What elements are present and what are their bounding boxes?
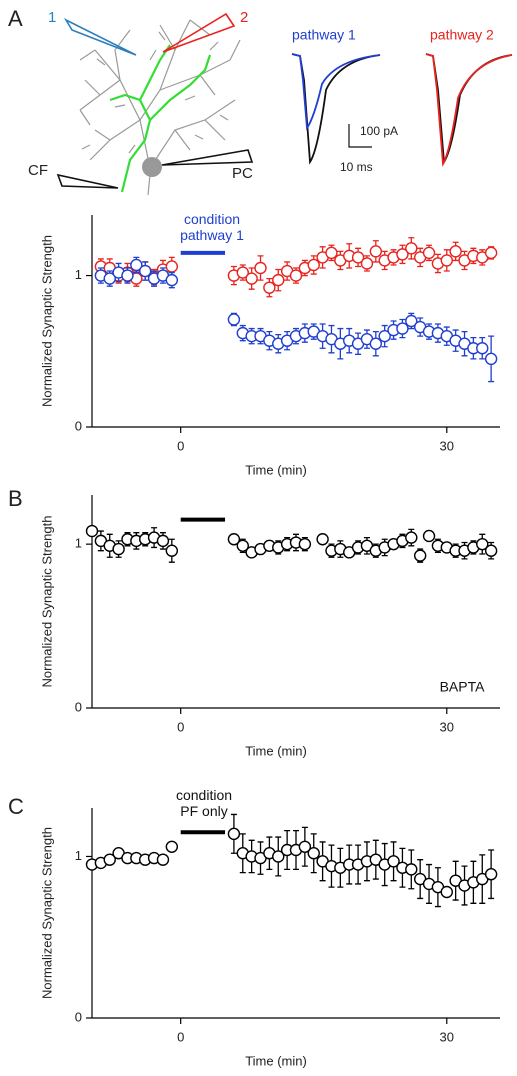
scale-label: 10 ms [340, 160, 373, 174]
annotation-line: PF only [180, 803, 227, 819]
data-point [422, 246, 436, 260]
annotation-line: condition [184, 211, 240, 227]
annotation: condition pathway 1 [180, 211, 244, 243]
y-tick-label: 0 [75, 418, 82, 433]
data-point [440, 254, 453, 267]
data-point [405, 314, 418, 328]
data-point [484, 352, 498, 366]
annotation-line: pathway 1 [180, 227, 244, 243]
data-point [227, 313, 241, 326]
x-tick-label: 30 [440, 438, 454, 453]
trace-label: pathway 2 [430, 27, 494, 43]
data-point [396, 248, 409, 261]
x-tick-label: 30 [440, 719, 454, 734]
data-point [405, 863, 418, 876]
data-point [413, 549, 427, 562]
data-point [369, 337, 383, 350]
cf-label: CF [28, 162, 48, 179]
data-point [139, 264, 152, 278]
y-tick-label: 0 [75, 699, 82, 714]
y-tick-label: 1 [75, 536, 82, 551]
x-axis-label: Time (min) [245, 462, 307, 477]
data-point [272, 850, 285, 863]
data-point [236, 266, 249, 279]
data-point [484, 868, 498, 881]
x-axis-label: Time (min) [245, 743, 307, 758]
pc-label: PC [232, 165, 253, 182]
annotation: condition PF only [176, 787, 232, 819]
epsc-traces [291, 53, 513, 167]
data-point [272, 273, 285, 287]
data-point [369, 245, 383, 258]
data-point [298, 840, 312, 853]
data-point [165, 273, 179, 287]
panel-letter: C [8, 794, 24, 819]
pipette-label: 1 [48, 9, 56, 26]
data-point [298, 537, 312, 551]
annotation: BAPTA [440, 679, 486, 695]
y-tick-label: 0 [75, 1009, 82, 1024]
data-point [316, 533, 329, 546]
soma [142, 157, 162, 177]
x-axis-label: Time (min) [245, 1053, 307, 1068]
data-point [245, 272, 258, 285]
data-point [103, 272, 116, 285]
data-point [103, 853, 116, 866]
y-axis-label: Normalized Synaptic Strength [39, 516, 54, 688]
data-point [165, 544, 179, 557]
data-point [289, 269, 303, 282]
trace-label: pathway 1 [292, 27, 356, 43]
data-point [307, 847, 320, 860]
x-tick-label: 0 [177, 438, 184, 453]
y-tick-label: 1 [75, 267, 82, 282]
data-point [405, 242, 418, 255]
data-point [476, 342, 489, 355]
panel-letter: A [8, 6, 23, 31]
data-point [130, 258, 143, 272]
data-point [85, 524, 99, 538]
data-point [165, 840, 179, 853]
data-point [476, 537, 489, 551]
data-point [396, 322, 409, 335]
data-point [449, 245, 462, 258]
data-point [156, 853, 170, 866]
x-tick-label: 0 [177, 1029, 184, 1044]
panel-letter: B [8, 486, 23, 511]
pipette-label: 2 [240, 9, 248, 26]
data-point [165, 260, 179, 273]
data-point [387, 855, 400, 868]
y-axis-label: Normalized Synaptic Strength [39, 827, 54, 999]
data-point [263, 281, 276, 294]
data-point [121, 269, 134, 282]
y-axis-label: Normalized Synaptic Strength [39, 235, 54, 407]
data-point [307, 258, 320, 272]
data-point [112, 542, 125, 556]
data-point [156, 534, 170, 548]
data-point [360, 257, 374, 270]
data-point [351, 251, 365, 264]
data-point [440, 885, 453, 899]
data-point [236, 539, 249, 552]
scale-label: 100 pA [360, 124, 398, 138]
annotation-line: condition [176, 787, 232, 803]
y-tick-label: 1 [75, 848, 82, 863]
data-point [378, 329, 391, 343]
data-point [227, 533, 241, 546]
data-point [405, 531, 418, 544]
pipettes [56, 12, 254, 189]
data-point [484, 544, 498, 557]
data-point [254, 261, 267, 275]
data-point [422, 529, 436, 543]
data-point [484, 246, 498, 260]
data-point [325, 246, 338, 260]
x-tick-label: 30 [440, 1029, 454, 1044]
x-tick-label: 0 [177, 719, 184, 734]
climbing-fiber [109, 44, 212, 193]
data-point [227, 827, 241, 841]
